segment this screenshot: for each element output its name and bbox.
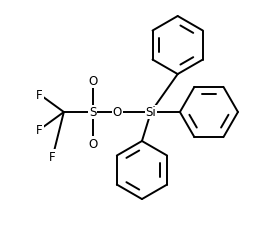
Text: F: F bbox=[50, 151, 56, 163]
Text: S: S bbox=[89, 106, 97, 119]
Text: O: O bbox=[88, 75, 97, 88]
Text: Si: Si bbox=[145, 106, 156, 119]
Text: O: O bbox=[88, 137, 97, 150]
Text: F: F bbox=[36, 88, 43, 101]
Text: O: O bbox=[113, 106, 122, 119]
Text: F: F bbox=[36, 124, 43, 137]
